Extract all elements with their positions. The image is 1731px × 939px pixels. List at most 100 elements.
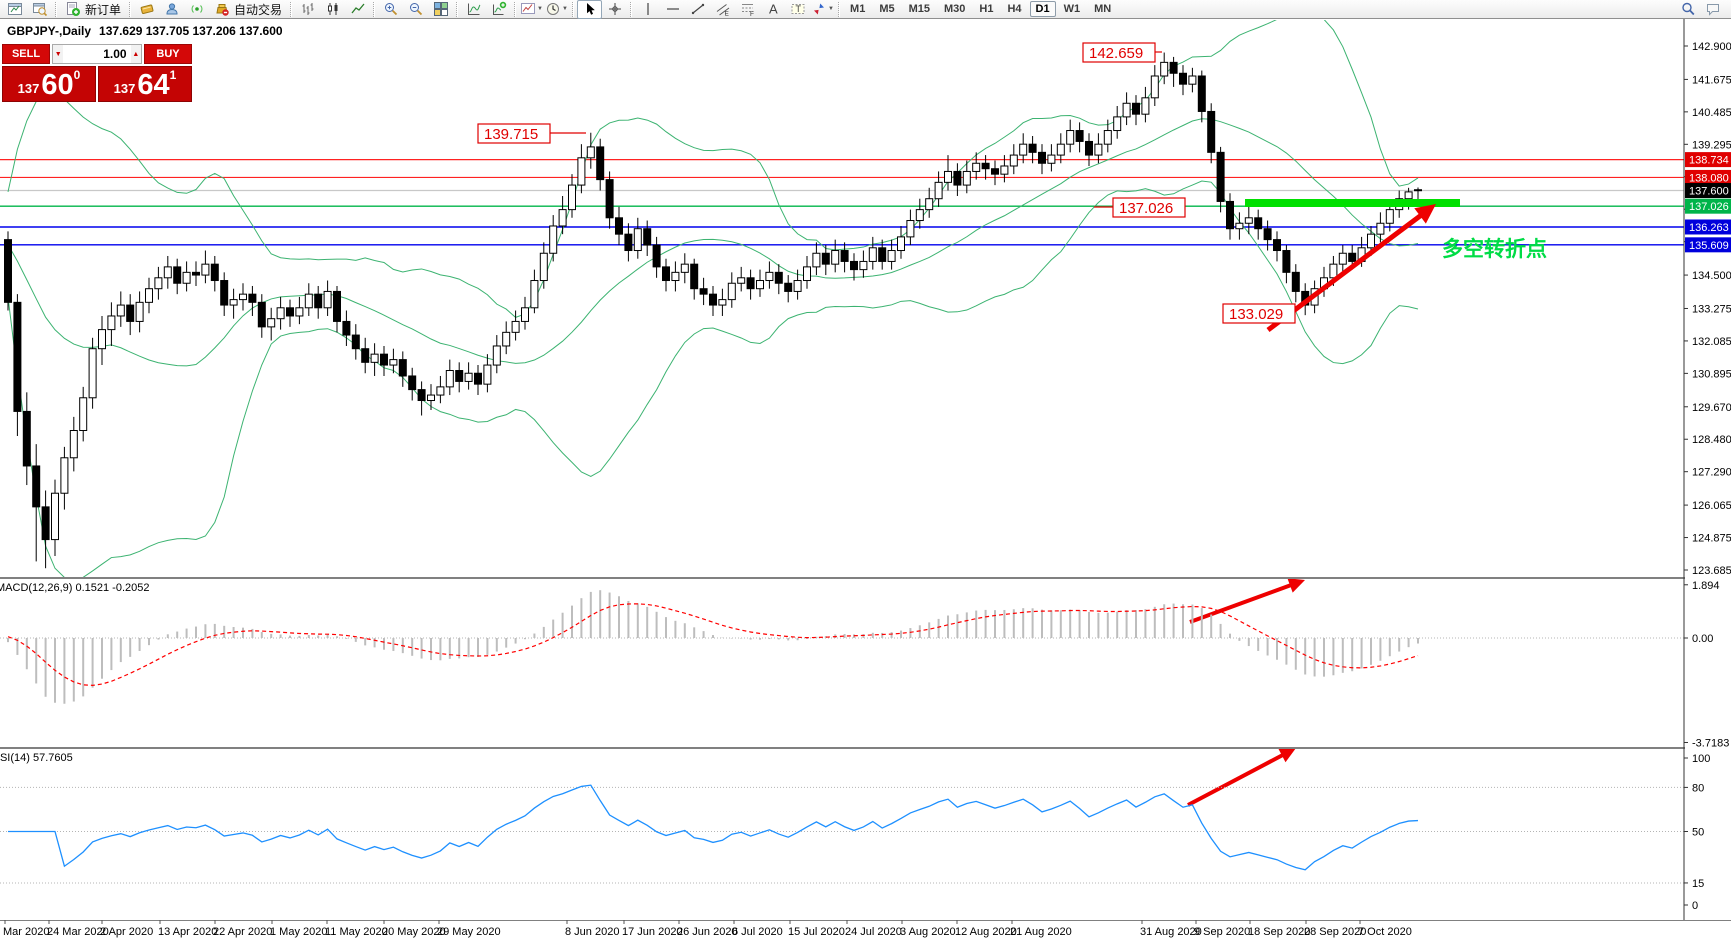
svg-text:2 Apr 2020: 2 Apr 2020 [100, 926, 153, 938]
timeframe-h1-button[interactable]: H1 [979, 3, 994, 15]
timeframe-h4-button[interactable]: H4 [1007, 3, 1022, 15]
svg-text:12 Aug 2020: 12 Aug 2020 [955, 926, 1017, 938]
cursor-icon [586, 3, 595, 15]
timeframe-m1-button[interactable]: M1 [850, 3, 866, 15]
buy-price-point: 1 [169, 68, 177, 82]
svg-text:20 May 2020: 20 May 2020 [382, 926, 446, 938]
trendline-icon [691, 3, 704, 15]
svg-text:29 May 2020: 29 May 2020 [437, 926, 501, 938]
rsi-trend-arrow[interactable] [1187, 748, 1296, 807]
price-callout-label[interactable]: 139.715 [477, 123, 586, 144]
price-scale-level-box: 137.026 [1685, 198, 1731, 214]
line-chart-button[interactable] [345, 0, 370, 19]
autotrading-icon [215, 4, 229, 16]
zoom-in-button[interactable] [378, 0, 403, 19]
timeframe-m30-button[interactable]: M30 [944, 3, 966, 15]
svg-text:11 May 2020: 11 May 2020 [325, 926, 388, 938]
svg-text:136.263: 136.263 [1689, 222, 1729, 234]
arrows-button[interactable]: ▼ [810, 0, 835, 19]
symbol-period-label: GBPJPY-,Daily [7, 24, 92, 38]
svg-text:15 Jul 2020: 15 Jul 2020 [788, 926, 845, 938]
buy-price-button[interactable]: 137 64 1 [98, 66, 192, 102]
equidistant-channel-button[interactable]: E [710, 0, 735, 19]
toolbar-separator [373, 1, 376, 17]
vertical-line-icon [646, 3, 649, 15]
macd-trend-arrow[interactable] [1189, 578, 1305, 624]
volume-decrease-button[interactable]: ▼ [53, 45, 64, 63]
chat-button[interactable] [1700, 0, 1725, 19]
svg-text:138.080: 138.080 [1689, 172, 1729, 184]
data-window-button[interactable] [159, 0, 184, 19]
volume-stepper: ▼ ▲ [52, 44, 142, 64]
volume-input[interactable] [63, 45, 131, 63]
svg-text:124.875: 124.875 [1692, 533, 1731, 545]
tile-windows-button[interactable] [428, 0, 453, 19]
signals-button[interactable] [184, 0, 209, 19]
line-chart-icon [351, 3, 365, 14]
price-scale[interactable]: 142.900141.675140.485139.295138.105136.9… [1683, 19, 1731, 920]
buy-button[interactable]: BUY [144, 44, 192, 64]
new-order-label[interactable]: 新订单 [85, 2, 122, 17]
svg-text:141.675: 141.675 [1692, 74, 1731, 86]
horizontal-line-button[interactable] [660, 0, 685, 19]
svg-text:13 Apr 2020: 13 Apr 2020 [158, 926, 217, 938]
indicators-button[interactable] [461, 0, 486, 19]
new-chart-button[interactable] [2, 0, 27, 19]
price-scale-level-box: 135.609 [1685, 237, 1731, 253]
svg-text:130.895: 130.895 [1692, 368, 1731, 380]
price-callout-label[interactable]: 133.029 [1222, 303, 1296, 324]
candlestick-chart-button[interactable] [320, 0, 345, 19]
autotrading-label[interactable]: 自动交易 [234, 2, 283, 17]
svg-text:123.685: 123.685 [1692, 565, 1731, 577]
text-button[interactable]: A [760, 0, 785, 19]
auto-scroll-button[interactable]: ▼ [544, 0, 569, 19]
cursor-button[interactable] [577, 0, 603, 19]
bar-chart-button[interactable] [295, 0, 320, 19]
crosshair-button[interactable] [602, 0, 627, 19]
timeframe-mn-button[interactable]: MN [1094, 3, 1112, 15]
volume-increase-button[interactable]: ▲ [130, 45, 141, 63]
history-center-button[interactable] [134, 0, 159, 19]
new-order-icon [66, 2, 80, 16]
timeframe-w1-button[interactable]: W1 [1063, 3, 1081, 15]
trendline-button[interactable] [685, 0, 710, 19]
timeframe-m15-button[interactable]: M15 [908, 3, 930, 15]
price-scale-level-box: 138.080 [1685, 169, 1731, 185]
svg-text:134.500: 134.500 [1692, 270, 1731, 282]
buy-price-pips: 64 [137, 69, 170, 101]
svg-text:E: E [724, 11, 729, 18]
chart-preview-button[interactable] [27, 0, 52, 19]
bar-chart-icon [302, 3, 314, 15]
svg-text:9 Sep 2020: 9 Sep 2020 [1194, 926, 1250, 938]
price-callout-label[interactable]: 137.026 [1094, 197, 1186, 218]
svg-text:1 May 2020: 1 May 2020 [270, 926, 327, 938]
vertical-line-button[interactable] [635, 0, 660, 19]
timeframe-d1-button[interactable]: D1 [1029, 1, 1056, 17]
price-callout-label[interactable]: 142.659 [1082, 42, 1162, 63]
svg-text:139.715: 139.715 [484, 126, 538, 143]
pivot-point-annotation[interactable]: 多空转折点 [1442, 237, 1547, 261]
zoom-in-icon [384, 3, 397, 16]
price-scale-level-box: 138.734 [1685, 152, 1731, 168]
crosshair-icon [608, 3, 621, 15]
templates-button[interactable]: ▼ [519, 0, 544, 19]
arrows-icon [814, 3, 825, 15]
sell-price-button[interactable]: 137 60 0 [2, 66, 96, 102]
zoom-out-button[interactable] [403, 0, 428, 19]
fibonacci-button[interactable]: F [735, 0, 760, 19]
text-label-button[interactable]: T [785, 0, 810, 19]
new-order-button[interactable] [60, 0, 85, 19]
search-button[interactable] [1675, 0, 1700, 19]
sell-button[interactable]: SELL [2, 44, 50, 64]
price-scale-level-box: 136.263 [1685, 219, 1731, 235]
pivot-zone-bar[interactable] [1245, 199, 1460, 207]
fibonacci-icon: F [741, 4, 754, 17]
autotrading-button[interactable] [209, 0, 234, 19]
timeframe-m5-button[interactable]: M5 [879, 3, 895, 15]
chart-annotations[interactable]: 139.715 142.659 137.026 133.029 多空转折点 [477, 42, 1547, 807]
candlestick-chart-icon [327, 3, 338, 15]
add-indicator-button[interactable] [486, 0, 511, 19]
